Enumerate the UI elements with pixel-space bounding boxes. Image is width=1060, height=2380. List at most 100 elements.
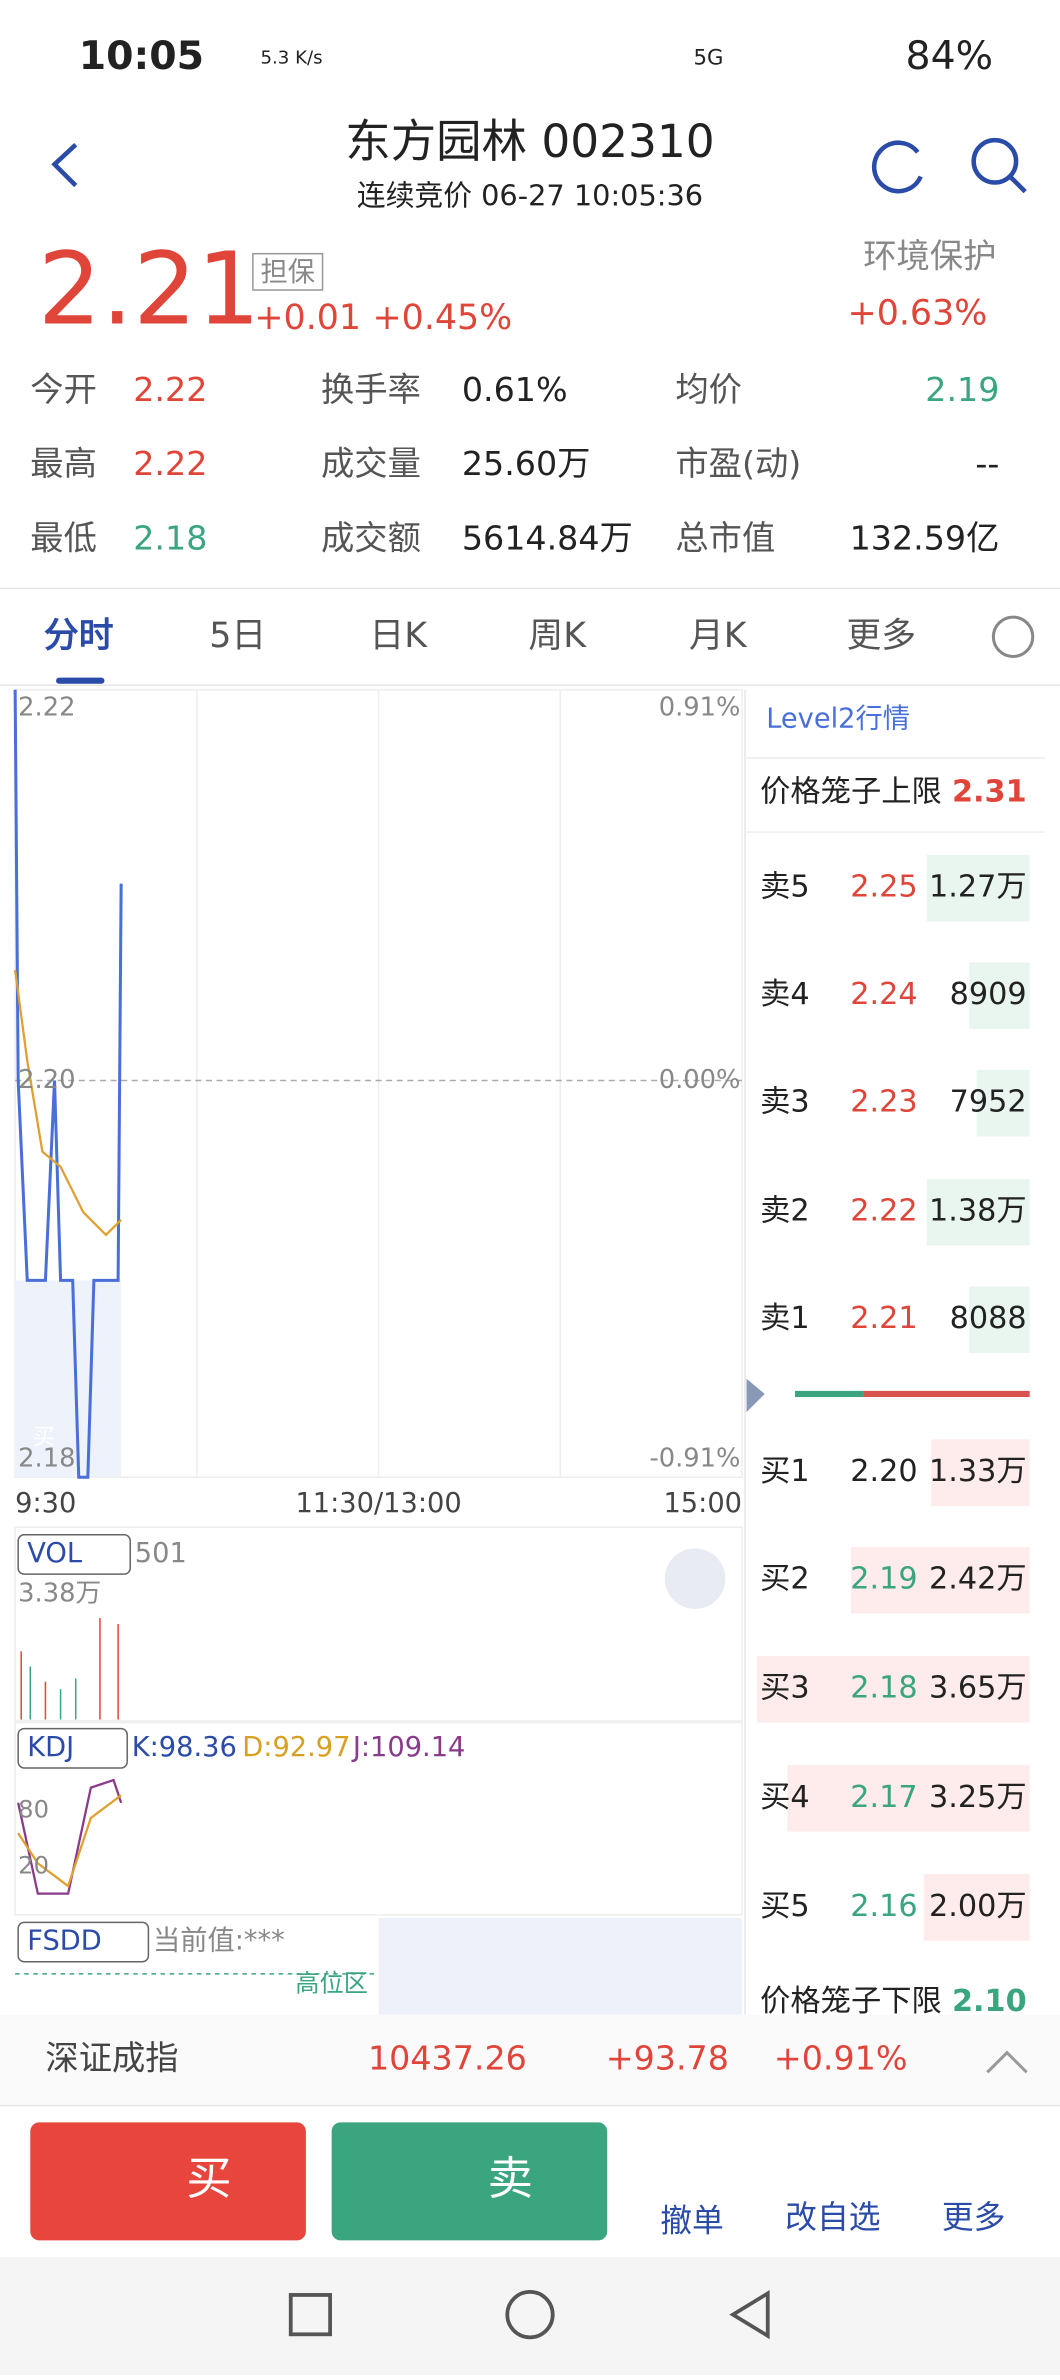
kdj-line xyxy=(17,1794,122,1888)
kdj-label[interactable]: KDJ xyxy=(27,1732,74,1763)
book-price: 2.21 xyxy=(850,1301,917,1336)
cancel-label[interactable]: 撤单 xyxy=(660,2202,724,2239)
depth-bar xyxy=(923,1873,1030,1941)
stat-value: 0.61% xyxy=(462,370,568,409)
depth-bar xyxy=(926,1178,1030,1246)
stat-value: 2.22 xyxy=(133,370,207,409)
book-volume: 1.27万 xyxy=(929,870,1027,905)
book-label: 买5 xyxy=(760,1889,810,1924)
stat-label: 均价 xyxy=(675,370,742,409)
cage-lower: 2.10 xyxy=(952,1984,1027,2019)
book-volume: 8088 xyxy=(950,1301,1027,1336)
book-label: 卖3 xyxy=(760,1085,810,1120)
x-label: 15:00 xyxy=(663,1488,742,1519)
book-volume: 2.00万 xyxy=(929,1889,1027,1924)
buy-label[interactable]: 买 xyxy=(186,2152,231,2205)
fsdd-current: 当前值:*** xyxy=(153,1926,285,1957)
buy-marker: 买 xyxy=(33,1424,56,1450)
tab-indicator xyxy=(56,677,105,684)
book-label: 买3 xyxy=(760,1671,810,1706)
book-price: 2.22 xyxy=(850,1194,917,1229)
tab[interactable]: 更多 xyxy=(847,616,917,656)
book-volume: 1.38万 xyxy=(929,1194,1027,1229)
index-pct: +0.91% xyxy=(774,2039,908,2078)
x-label: 9:30 xyxy=(15,1488,76,1519)
stat-value: 5614.84万 xyxy=(462,518,633,557)
collapse-icon[interactable] xyxy=(746,1378,765,1413)
index-name: 深证成指 xyxy=(45,2039,178,2078)
book-price: 2.25 xyxy=(850,870,917,905)
pct-label: 0.00% xyxy=(659,1065,741,1095)
depth-bar xyxy=(976,1069,1030,1137)
nav-recent[interactable] xyxy=(288,2293,333,2337)
depth-bar xyxy=(926,854,1030,922)
depth-bar xyxy=(969,1286,1030,1354)
stat-value: 2.18 xyxy=(133,518,207,557)
book-volume: 2.42万 xyxy=(929,1562,1027,1597)
trade-status: 连续竞价 06-27 10:05:36 xyxy=(357,179,703,213)
stat-label: 市盈(动) xyxy=(675,444,801,483)
stat-label: 最高 xyxy=(30,444,97,483)
change-pct: +0.45% xyxy=(373,298,513,338)
y-label: 2.20 xyxy=(18,1065,75,1095)
tab[interactable]: 日K xyxy=(369,616,428,656)
stat-label: 成交量 xyxy=(321,444,421,483)
depth-bar xyxy=(787,1764,1030,1832)
back-icon[interactable] xyxy=(51,142,78,188)
status-network: 5G xyxy=(694,44,724,69)
vol-value: 501 xyxy=(135,1538,187,1569)
tag-box xyxy=(252,252,324,291)
fsdd-label[interactable]: FSDD xyxy=(27,1926,101,1957)
index-bar[interactable] xyxy=(0,2014,1060,2106)
depth-bar xyxy=(757,1655,1030,1723)
refresh-icon[interactable] xyxy=(871,140,923,194)
book-volume: 7952 xyxy=(950,1085,1027,1120)
book-volume: 8909 xyxy=(950,977,1027,1012)
level2-title[interactable]: Level2行情 xyxy=(766,704,910,735)
nav-home[interactable] xyxy=(505,2290,555,2340)
more-label[interactable]: 更多 xyxy=(942,2199,1006,2236)
stat-label: 成交额 xyxy=(321,518,421,557)
chart-grid xyxy=(14,689,743,1916)
nav-back[interactable] xyxy=(729,2290,770,2340)
book-price: 2.23 xyxy=(850,1085,917,1120)
sell-label[interactable]: 卖 xyxy=(488,2152,533,2205)
tab[interactable]: 分时 xyxy=(44,616,114,656)
book-label: 卖1 xyxy=(760,1301,810,1336)
fsdd-zone: 高位区 xyxy=(295,1970,368,1998)
stat-value: 2.19 xyxy=(925,370,999,409)
change: +0.01 xyxy=(254,298,361,338)
tab[interactable]: 周K xyxy=(528,616,587,656)
sell-button[interactable] xyxy=(331,2122,608,2241)
kdj-level: 20 xyxy=(18,1851,49,1879)
book-volume: 3.25万 xyxy=(929,1780,1027,1815)
tab[interactable]: 5日 xyxy=(209,616,266,656)
sector[interactable]: 环境保护 xyxy=(863,237,996,276)
vol-bars xyxy=(20,1618,119,1720)
search-icon[interactable] xyxy=(971,137,1019,185)
stat-label: 最低 xyxy=(30,518,97,557)
index-change: +93.78 xyxy=(606,2039,729,2078)
settings-icon[interactable] xyxy=(991,615,1035,658)
expand-icon[interactable] xyxy=(986,2050,1028,2074)
tab[interactable]: 月K xyxy=(689,616,748,656)
fsdd-lock xyxy=(378,1917,742,2015)
stat-label: 总市值 xyxy=(675,518,775,557)
vol-label[interactable]: VOL xyxy=(27,1538,83,1569)
book-label: 卖5 xyxy=(760,870,810,905)
area xyxy=(15,1280,122,1478)
book-price: 2.18 xyxy=(850,1671,917,1706)
price: 2.21 xyxy=(38,230,261,347)
kdj-j: J:109.14 xyxy=(351,1732,466,1763)
buy-button[interactable] xyxy=(30,2122,306,2241)
rotate-button[interactable] xyxy=(664,1548,726,1609)
depth-bar xyxy=(931,1439,1030,1506)
watch-label[interactable]: 改自选 xyxy=(785,2199,880,2236)
stat-label: 今开 xyxy=(30,370,97,409)
pct-label: 0.91% xyxy=(659,692,741,722)
status-time: 10:05 xyxy=(79,33,204,79)
stat-value: -- xyxy=(975,444,999,483)
book-label: 买1 xyxy=(760,1454,810,1489)
